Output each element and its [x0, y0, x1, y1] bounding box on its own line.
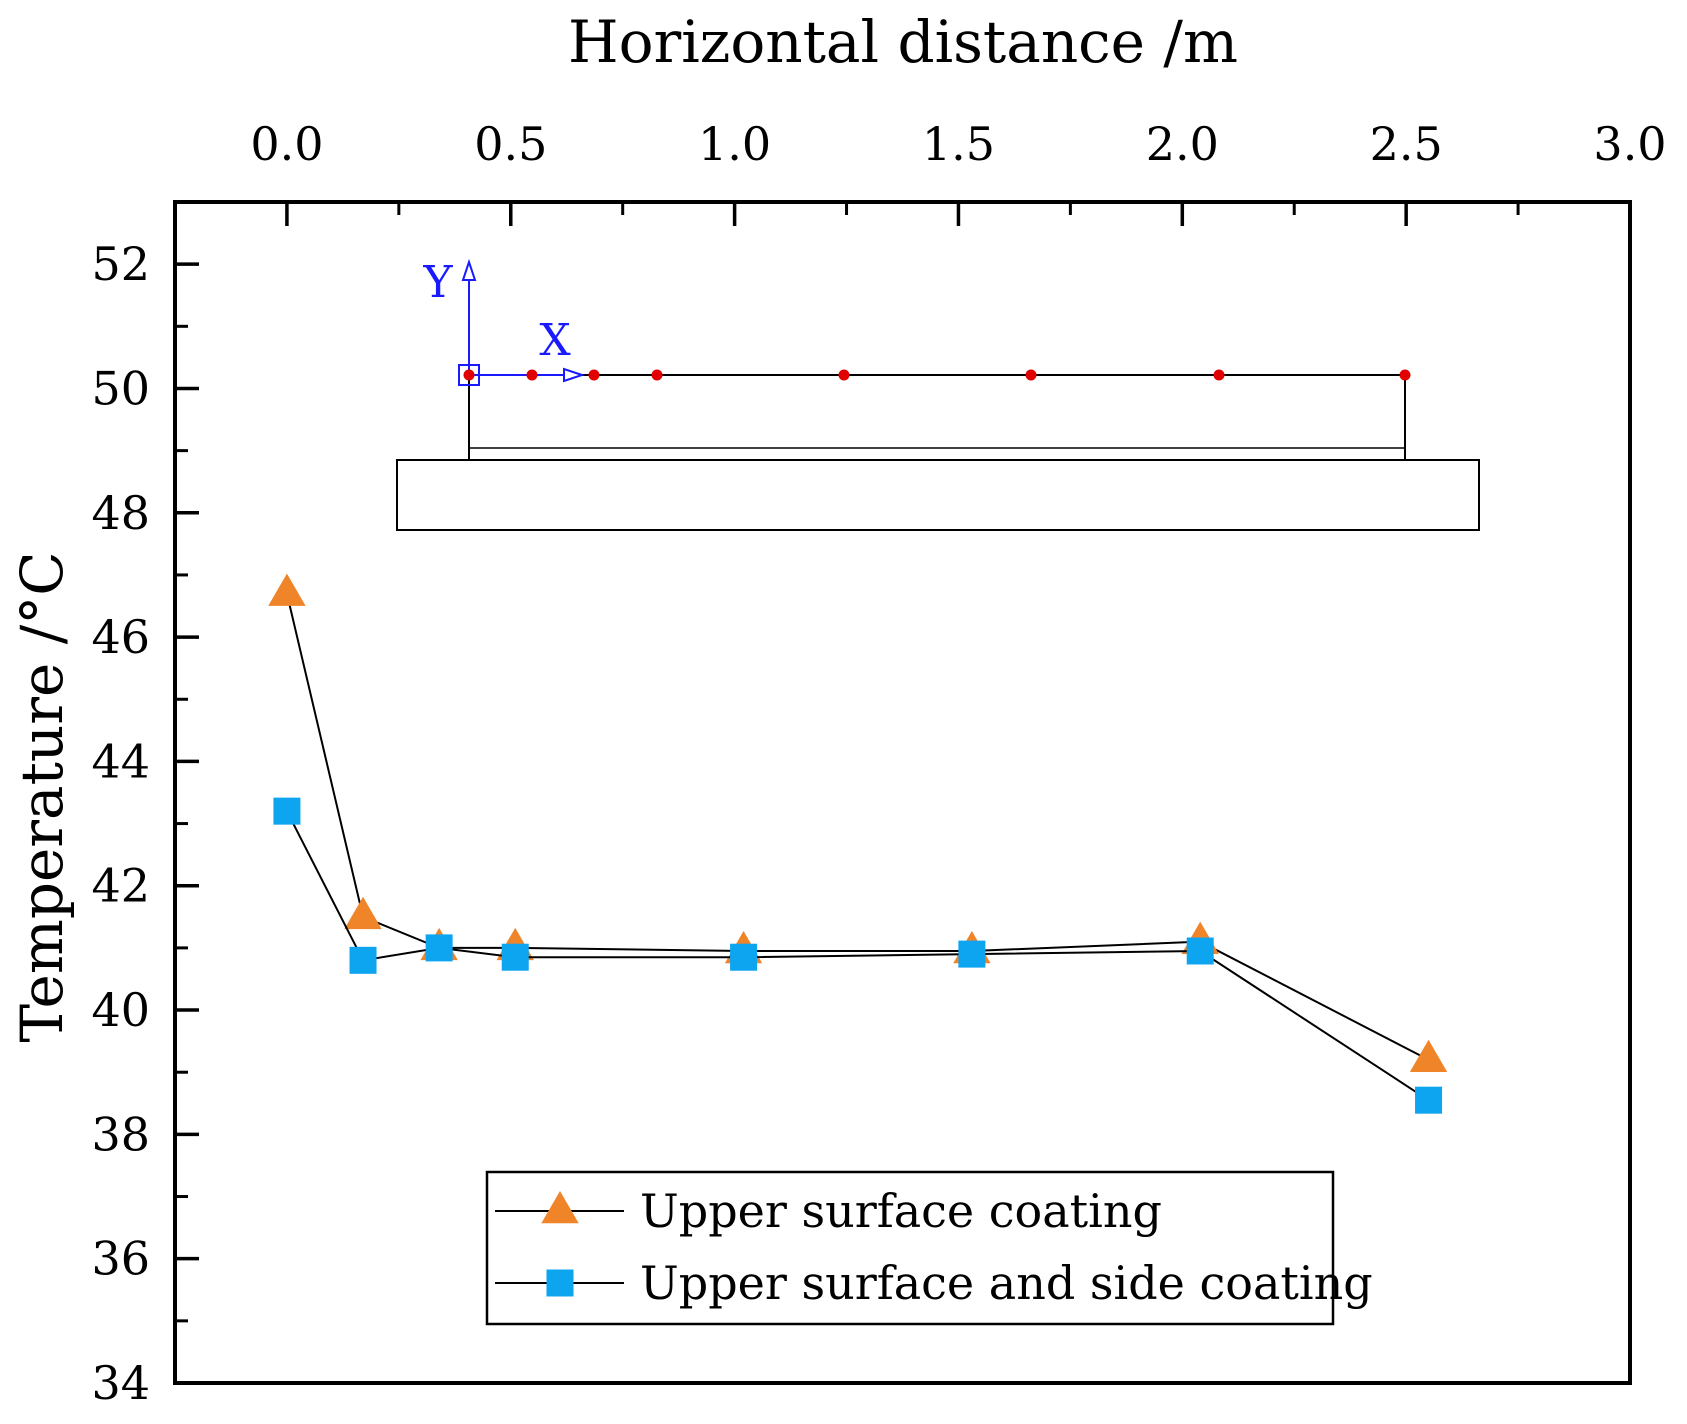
square-marker [1415, 1086, 1443, 1114]
x-tick-label: 3.0 [1593, 117, 1666, 171]
square-marker [1186, 937, 1214, 965]
series-2 [273, 797, 1443, 1114]
square-marker [958, 940, 986, 968]
y-tick-label: 52 [91, 237, 150, 291]
triangle-marker [541, 1190, 579, 1224]
x-tick-label: 0.0 [250, 117, 323, 171]
square-marker [501, 943, 529, 971]
x-tick-label: 2.5 [1370, 117, 1443, 171]
inset-x-arrow-icon [563, 367, 586, 383]
y-tick-label: 34 [91, 1356, 150, 1410]
x-axis-title: Horizontal distance /m [568, 8, 1238, 76]
y-tick-label: 38 [91, 1107, 150, 1161]
inset-measure-point [463, 369, 475, 381]
x-tick-label: 2.0 [1146, 117, 1219, 171]
series-line [286, 810, 1430, 1102]
y-tick-label: 36 [91, 1232, 150, 1286]
y-tick-label: 48 [91, 486, 150, 540]
inset-measure-point [1025, 369, 1037, 381]
legend: Upper surface coating Upper surface and s… [485, 1170, 1373, 1326]
inset-y-label: Y [422, 257, 453, 308]
x-tick-label: 0.5 [474, 117, 547, 171]
inset-diagram: YX [396, 257, 1480, 531]
legend-label: Upper surface coating [640, 1184, 1162, 1238]
square-marker [730, 943, 758, 971]
inset-measure-point [1399, 369, 1411, 381]
x-tick-label: 1.0 [698, 117, 771, 171]
y-tick-label: 42 [91, 859, 150, 913]
square-marker [425, 934, 453, 962]
y-tick-label: 40 [91, 983, 150, 1037]
inset-measure-point [838, 369, 850, 381]
series-layer [268, 573, 1448, 1114]
legend-label: Upper surface and side coating [640, 1256, 1373, 1310]
inset-x-label: X [539, 315, 571, 366]
inset-base-slab [396, 459, 1480, 531]
y-tick-label: 46 [91, 610, 150, 664]
square-marker [546, 1269, 574, 1297]
inset-measure-point [526, 369, 538, 381]
triangle-marker [1409, 1039, 1448, 1073]
plot-area-frame [173, 200, 1632, 1385]
triangle-marker [344, 896, 382, 930]
inset-measure-point [1213, 369, 1225, 381]
square-marker [273, 797, 301, 825]
x-tick-label: 1.5 [922, 117, 995, 171]
inset-measure-point [651, 369, 663, 381]
legend-box [485, 1170, 1335, 1326]
axis-ticks: 0.0 0.5 1.0 1.5 2.0 2.5 3.0 34 36 38 40 42 44 46 48 50 5… [91, 117, 1666, 1410]
y-tick-label: 44 [91, 734, 150, 788]
y-axis-title: Temperature /°C [8, 551, 76, 1042]
inset-y-arrow-icon [461, 258, 477, 281]
series-line [285, 593, 1429, 1061]
y-tick-label: 50 [91, 361, 150, 415]
inset-origin-marker [458, 364, 480, 386]
inset-measure-point [588, 369, 600, 381]
square-marker [349, 946, 377, 974]
triangle-marker [268, 573, 306, 606]
